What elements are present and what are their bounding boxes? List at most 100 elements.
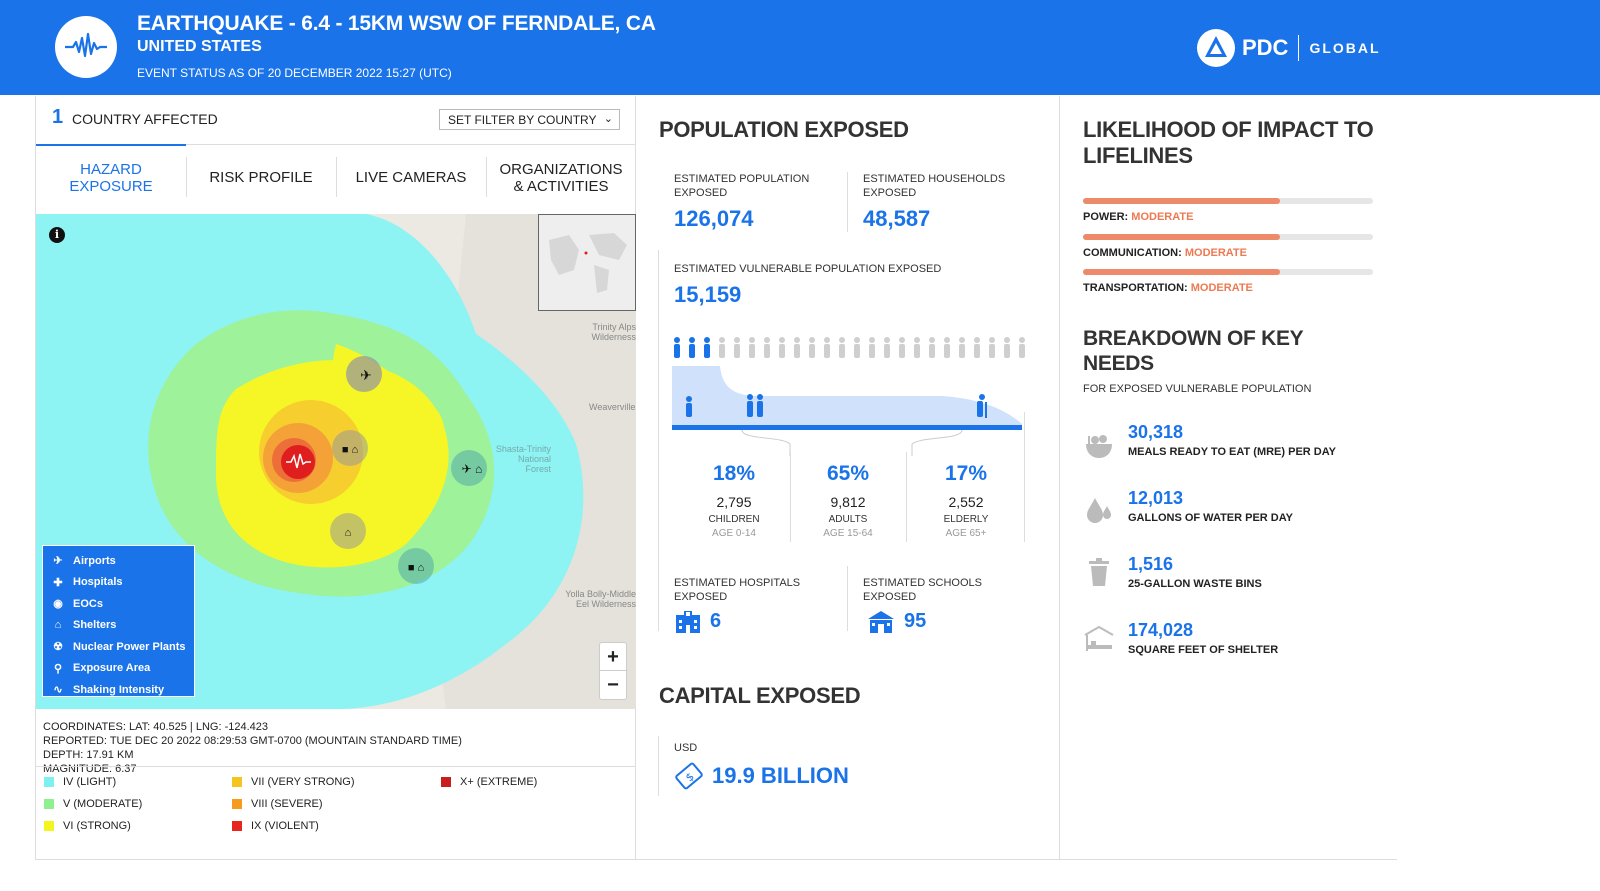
school-icon <box>868 610 894 633</box>
legend-label: Nuclear Power Plants <box>73 640 186 653</box>
est-hh-label: ESTIMATED HOUSEHOLDS EXPOSED <box>863 173 1006 199</box>
hospitals-value: 6 <box>710 610 722 632</box>
children-age: AGE 0-14 <box>712 528 756 539</box>
svg-text:■ ⌂: ■ ⌂ <box>408 562 424 574</box>
hazard-map[interactable]: ✈ ■ ⌂ ✈ ⌂ ⌂ ■ ⌂ i Trinity Alps Wildernes… <box>36 214 636 709</box>
nuclear-icon: ☢ <box>53 641 63 654</box>
elderly-count: 2,552 <box>948 494 984 510</box>
power-impact-bar <box>1083 198 1373 204</box>
children-label: CHILDREN <box>708 514 760 525</box>
legend-shelters[interactable]: ⌂ Shelters <box>43 615 194 637</box>
svg-text:✈ ⌂: ✈ ⌂ <box>462 462 483 476</box>
power-impact-label: POWER: MODERATE <box>1083 211 1193 223</box>
elderly-age: AGE 65+ <box>945 528 987 539</box>
transportation-impact-label: TRANSPORTATION: MODERATE <box>1083 282 1253 294</box>
brand-divider <box>1298 35 1300 61</box>
eoc-icon: ◉ <box>53 598 63 611</box>
brand-name: PDC <box>1242 35 1289 60</box>
legend-nuclear[interactable]: ☢ Nuclear Power Plants <box>43 636 194 658</box>
tab-live-cameras[interactable]: LIVE CAMERAS <box>336 145 486 210</box>
tab-hazard-exposure[interactable]: HAZARD EXPOSURE <box>36 144 186 210</box>
swatch <box>232 821 242 831</box>
legend-eocs[interactable]: ◉ EOCs <box>43 593 194 615</box>
shelter-icon: ⌂ <box>54 619 62 632</box>
swatch <box>232 777 242 787</box>
exposure-icon: ⚲ <box>53 662 63 675</box>
divider <box>847 172 848 232</box>
coordinates-text: COORDINATES: LAT: 40.525 | LNG: -124.423 <box>43 721 268 733</box>
lifelines-panel: LIKELIHOOD OF IMPACT TO LIFELINES POWER:… <box>1060 96 1397 860</box>
hospitals-stat: 6 <box>674 610 721 633</box>
chevron-down-icon: ⌄ <box>603 113 613 125</box>
impact-fill <box>1083 198 1281 204</box>
country-count: 1 <box>52 106 64 128</box>
mmi-label: VII (VERY STRONG) <box>251 776 355 788</box>
overview-minimap[interactable] <box>538 214 636 311</box>
zoom-out-button[interactable]: − <box>607 674 619 696</box>
lifelines-title: LIKELIHOOD OF IMPACT TO LIFELINES <box>1083 117 1374 168</box>
meal-icon <box>1086 435 1112 458</box>
hospital-building-icon <box>676 610 700 633</box>
vuln-value: 15,159 <box>674 282 742 307</box>
zoom-controls: + − <box>599 642 627 700</box>
seismic-logo-icon <box>55 16 117 78</box>
mmi-item: V (MODERATE) <box>44 798 142 810</box>
capital-value: 19.9 BILLION <box>712 763 849 788</box>
map-label-weaverville: Weaverville <box>589 402 636 412</box>
divider <box>847 566 848 631</box>
adults-percent: 65% <box>826 462 870 485</box>
intensity-legend: IV (LIGHT) V (MODERATE) VI (STRONG) VII … <box>36 766 636 854</box>
tab-risk-profile[interactable]: RISK PROFILE <box>186 145 336 210</box>
info-icon[interactable]: i <box>49 227 65 243</box>
communication-impact-label: COMMUNICATION: MODERATE <box>1083 247 1247 259</box>
country-filter-select[interactable]: SET FILTER BY COUNTRY ⌄ <box>439 109 620 130</box>
capital-title: CAPITAL EXPOSED <box>659 683 861 708</box>
legend-label: Exposure Area <box>73 662 151 675</box>
mmi-item: IX (VIOLENT) <box>232 820 319 832</box>
tab-organizations[interactable]: ORGANIZATIONS & ACTIVITIES <box>486 145 636 210</box>
divider <box>790 452 791 542</box>
shelter-value: 174,028 <box>1128 620 1194 640</box>
legend-airports[interactable]: ✈ Airports <box>43 550 194 572</box>
schools-label: ESTIMATED SCHOOLS EXPOSED <box>863 577 982 603</box>
bins-label: 25-GALLON WASTE BINS <box>1128 578 1262 590</box>
elderly-percent: 17% <box>944 462 988 485</box>
shelter-label: SQUARE FEET OF SHELTER <box>1128 644 1279 656</box>
mmi-label: VIII (SEVERE) <box>251 798 323 810</box>
swatch <box>44 777 54 787</box>
bins-value: 1,516 <box>1128 554 1174 574</box>
meals-label: MEALS READY TO EAT (MRE) PER DAY <box>1128 446 1337 458</box>
population-panel: POPULATION EXPOSED ESTIMATED POPULATION … <box>636 96 1060 860</box>
lifeline-level: MODERATE <box>1131 211 1194 223</box>
swatch <box>441 777 451 787</box>
impact-fill <box>1083 269 1281 275</box>
zoom-in-button[interactable]: + <box>600 643 626 671</box>
needs-title: BREAKDOWN OF KEY NEEDS <box>1083 327 1303 375</box>
mmi-item: VIII (SEVERE) <box>232 798 323 810</box>
pdc-global-logo[interactable]: PDC GLOBAL <box>1196 28 1381 68</box>
legend-label: Shaking Intensity <box>73 683 165 696</box>
divider <box>906 452 907 542</box>
mmi-label: IV (LIGHT) <box>63 776 117 788</box>
schools-value: 95 <box>904 610 927 632</box>
legend-hospitals[interactable]: ✚ Hospitals <box>43 572 194 594</box>
svg-text:⌂: ⌂ <box>345 527 352 539</box>
event-status: EVENT STATUS AS OF 20 DECEMBER 2022 15:2… <box>137 66 452 80</box>
lifeline-name: COMMUNICATION: <box>1083 247 1182 259</box>
shaking-icon: ∿ <box>53 684 63 697</box>
map-label-shasta-trinity: Shasta-Trinity National Forest <box>495 444 551 474</box>
mmi-label: IX (VIOLENT) <box>251 820 319 832</box>
svg-text:✈: ✈ <box>360 367 372 383</box>
legend-exposure[interactable]: ⚲ Exposure Area <box>43 658 194 680</box>
communication-impact-bar <box>1083 234 1373 240</box>
money-tag-icon: $ <box>675 762 703 790</box>
capital-currency: USD <box>674 742 698 754</box>
water-drops-icon <box>1087 498 1111 523</box>
swatch <box>44 821 54 831</box>
legend-label: Shelters <box>73 619 117 632</box>
legend-shaking[interactable]: ∿ Shaking Intensity <box>43 679 194 701</box>
lifeline-level: MODERATE <box>1190 282 1253 294</box>
needs-subtitle: FOR EXPOSED VULNERABLE POPULATION <box>1083 383 1312 395</box>
airplane-icon: ✈ <box>53 555 63 568</box>
mmi-item: X+ (EXTREME) <box>441 776 537 788</box>
